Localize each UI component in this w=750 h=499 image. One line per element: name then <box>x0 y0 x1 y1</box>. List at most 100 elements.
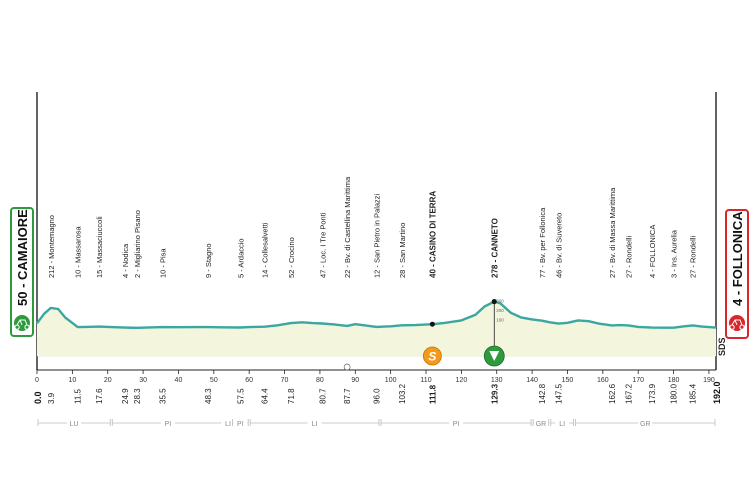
alt-scale-label: 300 <box>496 299 504 304</box>
km-label: 111.8 <box>428 384 437 404</box>
km-label: 17.6 <box>95 388 104 404</box>
x-tick-label: 140 <box>526 377 538 384</box>
km-label: 80.7 <box>318 388 327 404</box>
x-tick-label: 80 <box>316 377 324 384</box>
km-label: 167.2 <box>624 383 633 404</box>
place-label: 278 - CANNETO <box>490 218 499 278</box>
place-label: 52 - Crocino <box>287 237 296 278</box>
bike-icon <box>14 315 30 331</box>
province-label: LI <box>312 421 318 428</box>
feed-zone-icon <box>343 363 351 371</box>
province-label: GR <box>536 421 547 428</box>
province-label-bg <box>67 419 82 427</box>
km-label: 142.8 <box>538 383 547 404</box>
place-label: 15 - Massaciuccoli <box>95 216 104 278</box>
place-label: 5 - Ardaccio <box>236 238 245 278</box>
start-km: 0.0 <box>33 391 43 404</box>
x-tick-label: 10 <box>68 377 76 384</box>
place-label: 77 - Bv. per Follonica <box>538 207 547 278</box>
km-label: 173.9 <box>648 383 657 404</box>
x-tick-label: 30 <box>139 377 147 384</box>
x-tick-label: 120 <box>456 377 468 384</box>
km-label: 71.8 <box>287 388 296 404</box>
province-label: GR <box>640 421 651 428</box>
km-label: 103.2 <box>398 383 407 404</box>
x-tick-label: 130 <box>491 377 503 384</box>
province-label: LU <box>70 421 79 428</box>
km-label: 24.9 <box>121 388 130 404</box>
place-label: 4 - Nodica <box>121 243 130 278</box>
km-label: 185.4 <box>689 383 698 404</box>
x-tick-label: 60 <box>245 377 253 384</box>
bike-icon <box>729 315 745 331</box>
place-label: 10 - Pisa <box>159 248 168 278</box>
province-label-bg <box>533 419 548 427</box>
km-label: 48.3 <box>204 388 213 404</box>
km-label: 96.0 <box>373 388 382 404</box>
province-label-bg <box>220 419 235 427</box>
sprint-dot <box>429 321 435 327</box>
place-label: 4 - FOLLONICA <box>648 225 657 278</box>
km-label: 162.6 <box>608 383 617 404</box>
kom-dot <box>491 298 497 305</box>
place-label: 212 - Montemagno <box>47 215 56 278</box>
province-bar: LU PI LI PI LI PI GR LI GR <box>37 419 716 428</box>
kom-icon-glyph <box>489 351 500 361</box>
x-tick-label: 20 <box>104 377 112 384</box>
x-tick-label: 110 <box>420 377 431 384</box>
province-label-bg <box>638 419 653 427</box>
province-label-bg <box>233 419 248 427</box>
province-label-bg <box>307 419 322 427</box>
km-label: 35.5 <box>159 388 168 404</box>
x-tick-label: 40 <box>175 377 183 384</box>
place-label: 3 - Ins. Aurelia <box>670 229 679 278</box>
x-tick-label: 190 <box>703 377 715 384</box>
km-label: 180.0 <box>670 383 679 404</box>
x-axis-ticks: 0 10 20 30 40 50 60 70 80 90 100 110 120 130 140 150 160… <box>35 370 715 384</box>
profile-line <box>36 300 717 329</box>
alt-scale-label: 100 <box>496 318 504 323</box>
km-label: 57.5 <box>236 388 245 404</box>
place-label: 40 - CASINO DI TERRA <box>428 191 437 278</box>
start-label: 50 - CAMAIORE <box>15 209 30 306</box>
place-label: 27 - Rondelli <box>689 236 698 278</box>
km-label: 3.9 <box>47 392 56 404</box>
province-label: LI <box>225 421 231 428</box>
x-tick-label: 90 <box>351 377 359 384</box>
place-labels: 212 - Montemagno 10 - Massarosa 15 - Massa… <box>47 176 698 278</box>
alt-scale-label: 200 <box>496 308 504 313</box>
profile-markers: S 100 200 300 <box>343 298 505 371</box>
x-tick-label: 100 <box>385 377 397 384</box>
place-label: 10 - Massarosa <box>74 225 83 278</box>
place-label: 2 - Migliarino Pisano <box>133 210 142 278</box>
start-box: 50 - CAMAIORE <box>10 207 34 337</box>
finish-label: 4 - FOLLONICA <box>730 211 745 306</box>
place-label: 22 - Bv. di Castellina Marittima <box>343 176 352 278</box>
x-tick-label: 50 <box>210 377 218 384</box>
x-tick-label: 0 <box>35 377 39 384</box>
place-label: 27 - Bv. di Massa Marittima <box>608 187 617 278</box>
sds-logo: SDS <box>717 337 727 356</box>
km-label: 64.4 <box>261 388 270 404</box>
place-label: 28 - San Martino <box>398 223 407 278</box>
finish-km: 192.0 <box>712 381 722 404</box>
province-label-bg <box>449 419 464 427</box>
province-label: PI <box>237 421 244 428</box>
km-label: 28.3 <box>133 388 142 404</box>
place-label: 9 - Stagno <box>204 243 213 278</box>
profile-area <box>37 301 716 356</box>
province-label: LI <box>559 421 565 428</box>
km-label: 147.5 <box>555 383 564 404</box>
x-tick-label: 70 <box>281 377 289 384</box>
km-labels: 3.9 11.5 17.6 24.9 28.3 35.5 48.3 57.5 64.4 71.8 8… <box>47 383 698 404</box>
km-label: 87.7 <box>343 388 352 404</box>
x-tick-label: 160 <box>597 377 609 384</box>
province-label: PI <box>453 421 460 428</box>
province-label-bg <box>160 419 175 427</box>
place-label: 12 - San Pietro in Palazzi <box>373 193 382 278</box>
finish-box: 4 - FOLLONICA <box>725 209 749 339</box>
place-label: 27 - Rondelli <box>624 236 633 278</box>
sprint-icon <box>422 346 442 366</box>
x-tick-label: 170 <box>632 377 644 384</box>
place-label: 14 - Collesalvetti <box>261 222 270 278</box>
